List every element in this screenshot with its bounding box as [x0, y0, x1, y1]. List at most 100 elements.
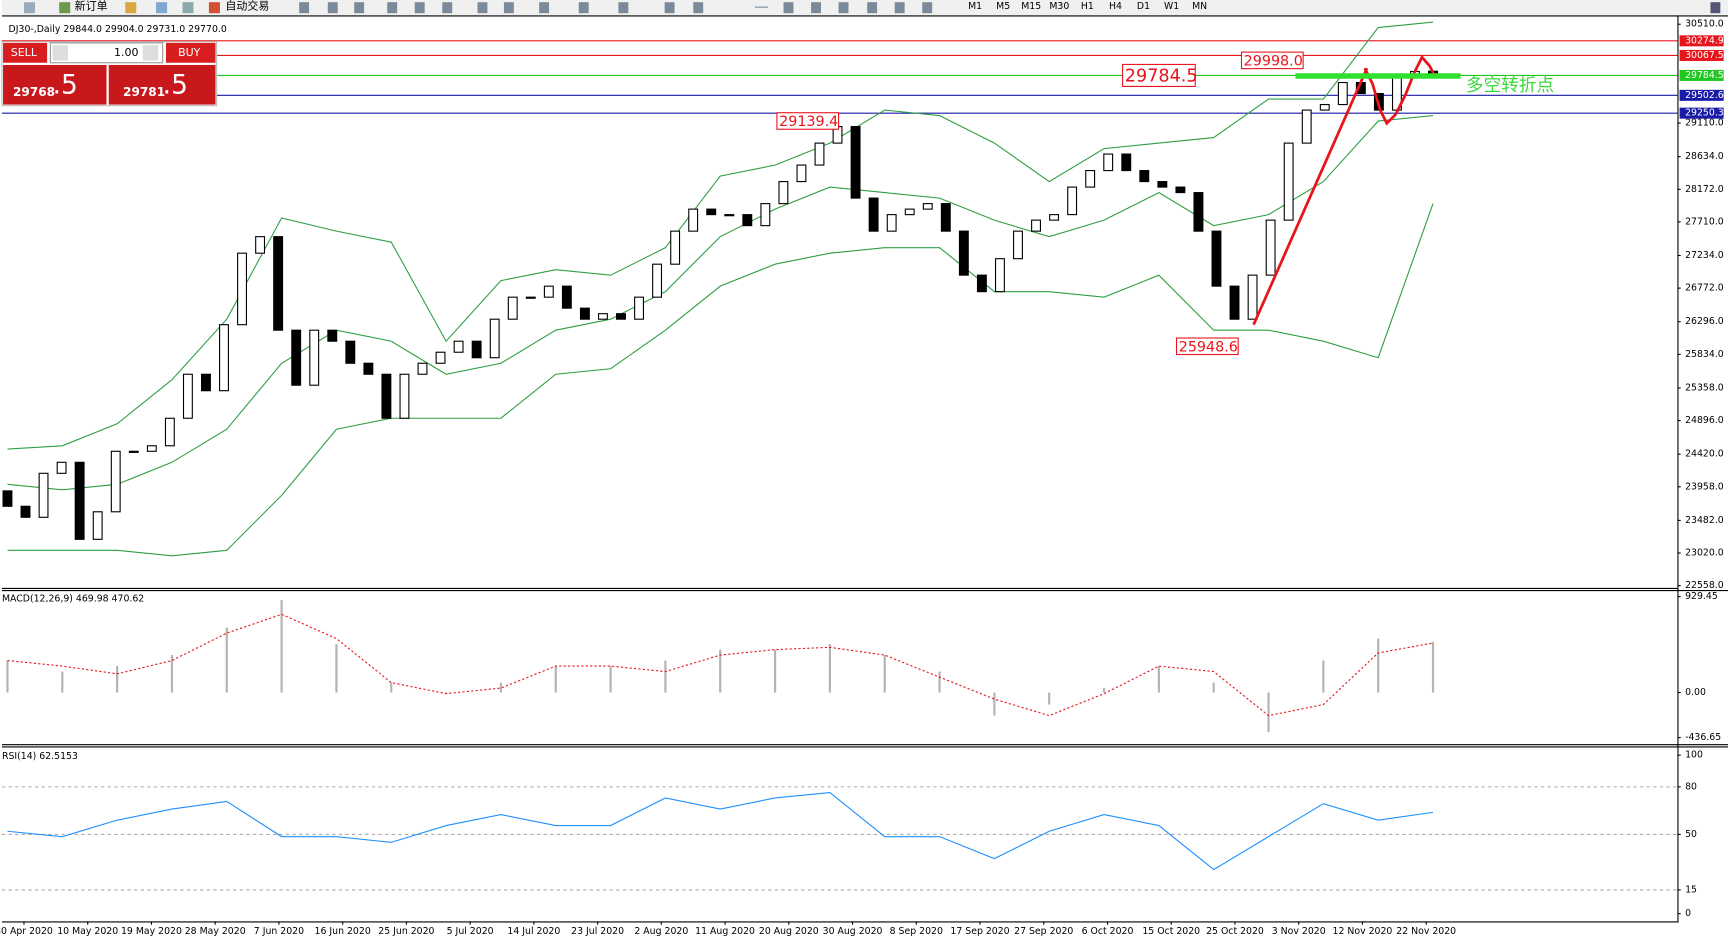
- lots-down[interactable]: [52, 45, 69, 61]
- trade-panel: SELL 1.00 BUY 29768 .5 29781 .5: [1, 41, 218, 107]
- tool-icon[interactable]: [693, 2, 704, 14]
- candle-body: [597, 313, 608, 320]
- x-tick-label: 15 Oct 2020: [1142, 926, 1200, 937]
- y-tick-label: 25834.0: [1685, 349, 1724, 360]
- y-tick-label: 24896.0: [1685, 415, 1724, 426]
- level-tag: [1679, 49, 1724, 61]
- candle-body: [922, 203, 933, 210]
- timeframe[interactable]: D1: [1137, 1, 1150, 12]
- tool-icon[interactable]: [783, 2, 794, 14]
- tool-icon[interactable]: [125, 2, 137, 14]
- auto-trading[interactable]: 自动交易: [225, 0, 269, 13]
- tool-icon[interactable]: [59, 2, 71, 14]
- candle-body: [1211, 230, 1222, 287]
- tool-icon[interactable]: [354, 2, 365, 14]
- x-tick-label: 11 Aug 2020: [695, 926, 755, 937]
- tool-icon[interactable]: [327, 2, 338, 14]
- tool-icon[interactable]: [922, 2, 933, 14]
- macd-bar: [664, 660, 667, 693]
- tool-icon[interactable]: [477, 2, 488, 14]
- sell-price-box[interactable]: [3, 64, 107, 105]
- x-tick-label: 25 Oct 2020: [1206, 926, 1264, 937]
- bollinger-lower: [7, 203, 1434, 557]
- timeframe[interactable]: M30: [1049, 1, 1069, 12]
- search-icon[interactable]: [1710, 2, 1721, 14]
- timeframe[interactable]: H4: [1109, 1, 1122, 12]
- timeframe[interactable]: MN: [1192, 1, 1207, 12]
- x-tick-label: 23 Jul 2020: [571, 926, 624, 937]
- level-label: 30067.5: [1685, 50, 1724, 61]
- x-tick-label: 20 Aug 2020: [759, 926, 819, 937]
- candle-body: [886, 214, 897, 232]
- candle-body: [525, 296, 536, 299]
- candle-body: [1067, 186, 1078, 216]
- candle-body: [850, 126, 861, 199]
- tool-icon[interactable]: [664, 2, 675, 14]
- candle-body: [489, 318, 500, 359]
- level-tag: [1679, 35, 1724, 47]
- candle-body: [958, 230, 969, 276]
- macd-bar: [280, 600, 283, 693]
- x-tick-label: 27 Sep 2020: [1014, 926, 1073, 937]
- timeframe[interactable]: W1: [1164, 1, 1179, 12]
- symbol-header: DJ30-,Daily 29844.0 29904.0 29731.0 2977…: [9, 24, 227, 35]
- tool-icon[interactable]: [442, 2, 453, 14]
- tool-icon[interactable]: [811, 2, 821, 14]
- tool-icon[interactable]: [578, 2, 589, 14]
- macd-bar: [61, 671, 64, 693]
- timeframe[interactable]: M15: [1021, 1, 1041, 12]
- timeframe[interactable]: M5: [996, 1, 1010, 12]
- candle-body: [760, 203, 771, 227]
- timeframe[interactable]: H1: [1081, 1, 1094, 12]
- tool-icon[interactable]: [838, 2, 849, 14]
- candle-body: [471, 340, 482, 359]
- tool-icon[interactable]: [387, 2, 398, 14]
- x-tick-label: 30 Apr 2020: [0, 926, 53, 937]
- tool-icon[interactable]: [414, 2, 425, 14]
- y-tick-label: 100: [1685, 750, 1703, 761]
- sell-price[interactable]: 29768: [13, 85, 55, 99]
- timeframe[interactable]: M1: [968, 1, 982, 12]
- lots-input[interactable]: [49, 42, 164, 64]
- tool-icon[interactable]: [23, 2, 35, 14]
- tool-icon[interactable]: [867, 2, 878, 14]
- candle-body: [634, 296, 644, 320]
- macd-bar: [335, 644, 338, 693]
- level-tag: [1679, 107, 1724, 119]
- x-tick-label: 25 Jun 2020: [378, 926, 434, 937]
- tool-icon[interactable]: [208, 2, 220, 14]
- sell-label[interactable]: SELL: [11, 46, 38, 59]
- tool-icon[interactable]: [156, 2, 168, 14]
- buy-button[interactable]: [165, 42, 216, 63]
- x-tick-label: 8 Sep 2020: [890, 926, 943, 937]
- candle-body: [1103, 153, 1114, 172]
- lots-up[interactable]: [142, 45, 159, 61]
- lots-value[interactable]: 1.00: [114, 46, 138, 59]
- tool-icon[interactable]: [618, 2, 629, 14]
- candle-body: [74, 461, 85, 540]
- sell-price-fraction[interactable]: .5: [53, 69, 78, 100]
- tool-icon[interactable]: [754, 6, 769, 8]
- candle-body: [146, 445, 157, 452]
- new-order[interactable]: 新订单: [75, 0, 108, 13]
- sell-button[interactable]: [3, 42, 48, 63]
- candle-body: [1247, 274, 1258, 320]
- tool-icon[interactable]: [503, 2, 514, 14]
- macd-bar: [170, 655, 174, 693]
- buy-price-box[interactable]: [108, 64, 216, 105]
- candle-body: [20, 505, 31, 518]
- tool-icon[interactable]: [299, 2, 310, 14]
- tool-icon[interactable]: [894, 2, 905, 14]
- buy-price[interactable]: 29781: [123, 85, 165, 99]
- candle-body: [399, 373, 410, 419]
- macd-bar: [1267, 692, 1270, 733]
- tool-icon[interactable]: [182, 2, 194, 14]
- buy-price-fraction[interactable]: .5: [163, 69, 188, 100]
- tool-icon[interactable]: [539, 2, 550, 14]
- y-tick-label: 23020.0: [1685, 548, 1724, 559]
- candle-body: [868, 197, 879, 232]
- macd-bar: [1102, 688, 1106, 693]
- candle-body: [110, 450, 121, 513]
- buy-label[interactable]: BUY: [178, 46, 201, 59]
- macd-bar: [444, 692, 448, 694]
